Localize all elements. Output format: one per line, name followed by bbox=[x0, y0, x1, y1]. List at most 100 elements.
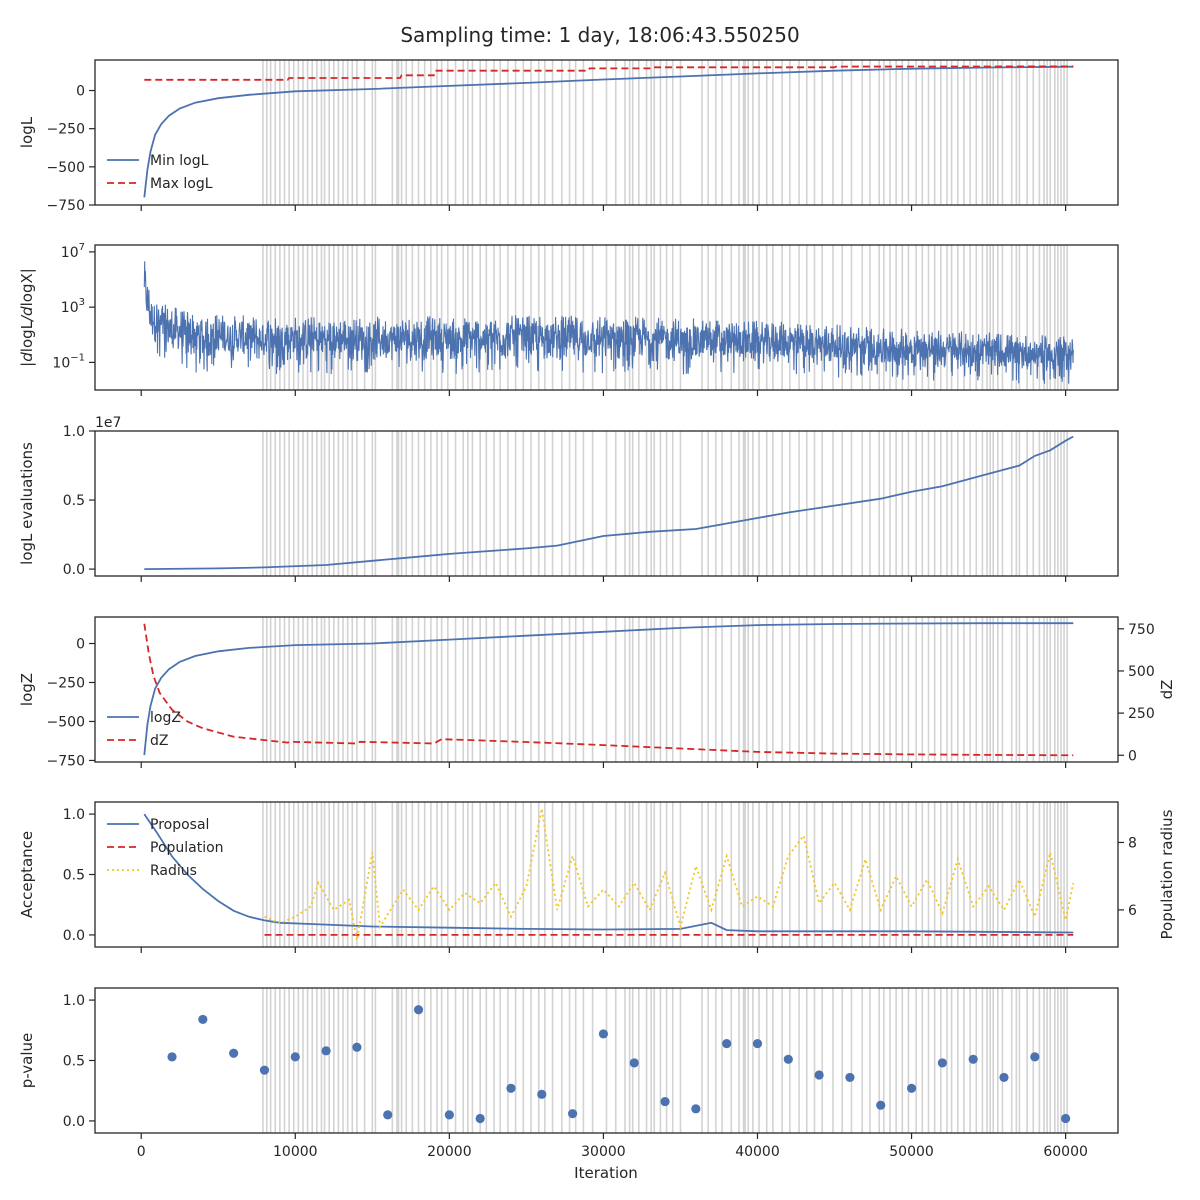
y-axis-label: p-value bbox=[18, 1033, 36, 1089]
y-axis-label: logZ bbox=[18, 673, 36, 706]
y2-tick-label: 750 bbox=[1128, 622, 1155, 638]
pvalue-point bbox=[937, 1058, 947, 1068]
y-tick-label: 0.5 bbox=[63, 868, 85, 884]
y-axis-label: |dlogL/dlogX| bbox=[18, 268, 36, 367]
pvalue-point bbox=[383, 1110, 393, 1120]
pvalue-point bbox=[876, 1100, 886, 1110]
pvalue-point bbox=[814, 1070, 824, 1080]
legend-label: Proposal bbox=[150, 817, 209, 833]
figure-title: Sampling time: 1 day, 18:06:43.550250 bbox=[400, 23, 799, 47]
y-tick-label: −250 bbox=[47, 675, 85, 691]
y-tick-label: 0.0 bbox=[63, 1114, 85, 1130]
y-tick-label: 0.0 bbox=[63, 928, 85, 944]
y2-tick-label: 0 bbox=[1128, 748, 1137, 764]
y-tick-label: −500 bbox=[47, 160, 85, 176]
y-tick-label: 0 bbox=[76, 84, 85, 100]
y-tick-label: −500 bbox=[47, 714, 85, 730]
y-tick-label: −750 bbox=[47, 753, 85, 769]
pvalue-point bbox=[906, 1083, 917, 1093]
pvalue-point bbox=[229, 1048, 239, 1058]
y2-tick-label: 500 bbox=[1128, 664, 1155, 680]
y-tick-label: 0.5 bbox=[63, 1054, 85, 1070]
panel-acceptance: 0.0 0.5 1.0 Acceptance 6 8 Population radius Pr… bbox=[18, 801, 1176, 953]
reset-lines-evals bbox=[262, 431, 1068, 576]
legend-label: Min logL bbox=[150, 153, 209, 169]
panel-dlogl: 107 103 10−1 |dlogL/dlogX| bbox=[18, 242, 1119, 396]
y-axis-label: logL evaluations bbox=[18, 442, 36, 565]
panel-evals: 0.0 0.5 1.0 logL evaluations 1e7 bbox=[18, 415, 1119, 582]
legend-label: Population bbox=[150, 840, 224, 856]
series-line-proposal bbox=[143, 813, 1074, 934]
reset-lines-logl bbox=[262, 60, 1068, 205]
series-logz bbox=[143, 622, 1074, 757]
y-axis-label: Acceptance bbox=[18, 831, 36, 918]
series-logl bbox=[143, 65, 1074, 198]
pvalue-point bbox=[198, 1014, 208, 1025]
legend-label: dZ bbox=[150, 733, 168, 749]
panel-pvalue: 0 10000 20000 30000 40000 50000 60000 0.0 0.5 1.0… bbox=[18, 987, 1119, 1160]
panels: 0 −250 −500 −750 logL Min logL Max logL 107 103 1… bbox=[18, 59, 1176, 1160]
series-evals bbox=[144, 435, 1074, 570]
pvalue-point bbox=[629, 1058, 639, 1068]
legend-label: Max logL bbox=[150, 176, 213, 192]
x-tick-label: 60000 bbox=[1043, 1144, 1088, 1160]
pvalue-point bbox=[475, 1113, 485, 1124]
x-tick-label: 40000 bbox=[735, 1144, 780, 1160]
y-axis-label: logL bbox=[18, 116, 36, 148]
pvalue-point bbox=[845, 1072, 855, 1083]
pvalue-point bbox=[722, 1038, 732, 1049]
series-line-max-logl bbox=[144, 65, 1074, 81]
pvalue-point bbox=[321, 1046, 331, 1056]
axes-frame bbox=[94, 616, 1119, 763]
y2-tick-label: 6 bbox=[1128, 903, 1137, 919]
y-tick-label: 107 bbox=[61, 242, 85, 261]
series-line-radius bbox=[264, 808, 1075, 941]
pvalue-point bbox=[444, 1110, 454, 1120]
pvalue-point bbox=[352, 1042, 362, 1052]
axes-frame bbox=[94, 59, 1119, 206]
series-line-dz bbox=[143, 623, 1074, 757]
reset-lines-pvalue bbox=[262, 988, 1068, 1133]
pvalue-point bbox=[999, 1072, 1009, 1083]
y-tick-label: −750 bbox=[47, 198, 85, 214]
pvalue-point bbox=[167, 1052, 177, 1062]
pvalue-point bbox=[968, 1054, 978, 1064]
y-tick-label: −250 bbox=[47, 122, 85, 138]
x-tick-label: 30000 bbox=[581, 1144, 626, 1160]
series-acceptance bbox=[143, 808, 1075, 941]
pvalue-point bbox=[537, 1089, 547, 1099]
pvalue-point bbox=[1030, 1052, 1040, 1062]
y-tick-label: 1.0 bbox=[63, 424, 85, 440]
pvalue-point bbox=[598, 1029, 609, 1039]
pvalue-point bbox=[691, 1104, 701, 1114]
reset-lines-logz bbox=[262, 617, 1068, 762]
x-axis-label: Iteration bbox=[574, 1164, 638, 1182]
pvalue-point bbox=[259, 1065, 270, 1075]
y-tick-label: 0.0 bbox=[63, 562, 85, 578]
x-tick-label: 0 bbox=[137, 1144, 146, 1160]
pvalue-point bbox=[1061, 1113, 1071, 1124]
pvalue-point bbox=[783, 1054, 793, 1064]
series-pvalue bbox=[167, 1005, 1071, 1124]
pvalue-point bbox=[413, 1005, 424, 1015]
series-line-min-logl bbox=[143, 65, 1074, 198]
panel-logl: 0 −250 −500 −750 logL Min logL Max logL bbox=[18, 59, 1119, 214]
pvalue-point bbox=[568, 1109, 578, 1119]
y-tick-label: 0.5 bbox=[63, 493, 85, 509]
pvalue-point bbox=[506, 1083, 516, 1093]
pvalue-point bbox=[752, 1038, 763, 1049]
legend-label: logZ bbox=[150, 710, 181, 726]
x-tick-label: 10000 bbox=[273, 1144, 318, 1160]
pvalue-point bbox=[660, 1096, 670, 1107]
y-tick-label: 1.0 bbox=[63, 993, 85, 1009]
y-offset-text: 1e7 bbox=[95, 415, 121, 431]
x-tick-label: 50000 bbox=[889, 1144, 934, 1160]
y-tick-label: 1.0 bbox=[63, 807, 85, 823]
axes-frame bbox=[94, 430, 1119, 577]
y2-tick-label: 8 bbox=[1128, 835, 1137, 851]
reset-lines-dlogl bbox=[262, 245, 1068, 390]
y-tick-label: 0 bbox=[76, 637, 85, 653]
series-line-evals bbox=[144, 435, 1074, 570]
y-tick-label: 103 bbox=[61, 297, 85, 316]
